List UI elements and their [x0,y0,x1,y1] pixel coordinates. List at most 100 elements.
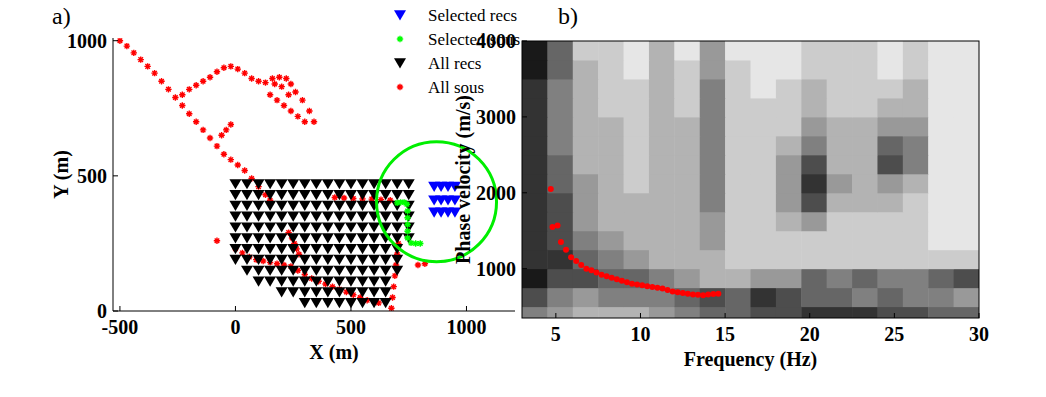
legend-label: All recs [428,54,481,73]
point [287,255,299,265]
heat-cell [573,288,599,307]
point [310,190,322,200]
heat-cell [700,231,726,250]
point [229,179,241,189]
point [276,222,288,232]
point [345,212,357,222]
y-tick-label: 1000 [476,258,516,280]
x-tick [725,313,726,318]
heat-cell [674,155,700,174]
point [179,102,185,108]
heat-cell [649,117,675,136]
heat-cell [674,79,700,98]
heat-cell [522,193,548,212]
point [302,119,308,125]
point [368,276,380,286]
heat-cell [598,174,624,193]
heat-cell [801,136,827,155]
heat-cell [903,98,929,117]
heat-cell [624,174,650,193]
y-tick [113,40,118,41]
point [333,287,345,297]
point [229,190,241,200]
x-tick [119,306,120,311]
point [221,65,227,71]
heat-cell [776,136,802,155]
heat-cell [725,79,751,98]
heat-cell [954,288,979,307]
point [333,276,345,286]
point [253,244,265,254]
point [310,266,322,276]
point [241,212,253,222]
heat-cell [725,307,751,318]
point [391,283,397,289]
heat-cell [573,98,599,117]
heat-cell [827,60,853,79]
heat-cell [954,250,979,269]
point [264,255,276,265]
heat-cell [928,155,954,174]
point [229,201,241,211]
heat-cell [903,212,929,231]
point [253,190,265,200]
point [241,244,253,254]
heat-cell [801,79,827,98]
heat-cell [877,231,903,250]
point [299,298,311,308]
point [710,291,716,297]
point [241,201,253,211]
point [264,212,276,222]
point [391,266,403,276]
heat-cell [877,79,903,98]
x-axis-title: Frequency (Hz) [684,348,818,371]
heat-cell [877,212,903,231]
heat-cell [522,288,548,307]
point [253,179,265,189]
heat-cell [903,136,929,155]
heat-cell [954,41,979,60]
heat-cell [649,79,675,98]
heat-cell [700,117,726,136]
point [404,221,410,227]
heat-cell [751,117,777,136]
point [310,201,322,211]
point [548,186,554,192]
heat-cell [751,307,777,318]
heat-cell [954,136,979,155]
point [229,244,241,254]
point [214,69,220,75]
x-tick-label: 20 [800,323,820,345]
heat-cell [954,98,979,117]
point [634,282,640,288]
heat-cell [852,174,878,193]
point [299,287,311,297]
heat-cell [624,117,650,136]
heat-cell [598,136,624,155]
y-axis-title: Phase velocity (m/s) [452,95,475,264]
point [253,212,265,222]
point [165,86,171,92]
point [287,244,299,254]
point [333,233,345,243]
point [322,266,334,276]
heat-cell [903,193,929,212]
heat-cell [522,231,548,250]
point [287,212,299,222]
heat-cell [827,41,853,60]
heat-cell [903,117,929,136]
heat-cell [928,269,954,288]
heat-cell [674,117,700,136]
point [310,287,322,297]
point [228,156,234,162]
heat-cell [903,155,929,174]
point [345,233,357,243]
heat-cell [877,288,903,307]
heat-cell [725,193,751,212]
series [548,186,722,298]
point [287,222,299,232]
heat-cell [954,79,979,98]
heat-cell [877,174,903,193]
heat-cell [598,60,624,79]
heat-cell [573,136,599,155]
